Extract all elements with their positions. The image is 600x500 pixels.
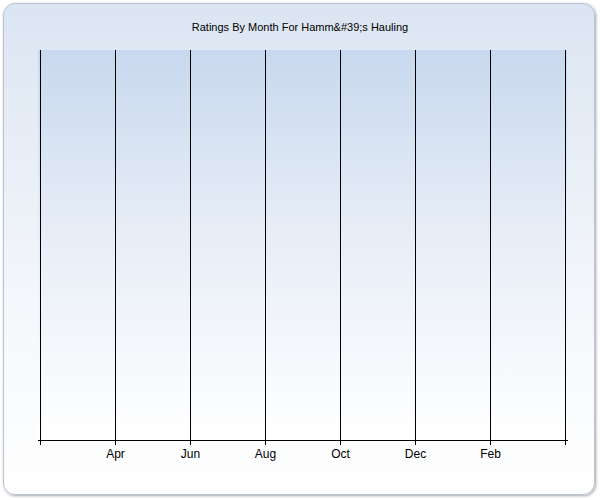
svg-text:Oct: Oct	[331, 447, 350, 461]
svg-text:Apr: Apr	[106, 447, 125, 461]
svg-text:Aug: Aug	[255, 447, 276, 461]
svg-text:Feb: Feb	[480, 447, 501, 461]
html-text:Ratings By Month For Hamm&#39;: Ratings By Month For Hamm&#39;s Hauling	[191, 21, 409, 33]
svg-text:Dec: Dec	[405, 447, 426, 461]
svg-text:Jun: Jun	[181, 447, 200, 461]
